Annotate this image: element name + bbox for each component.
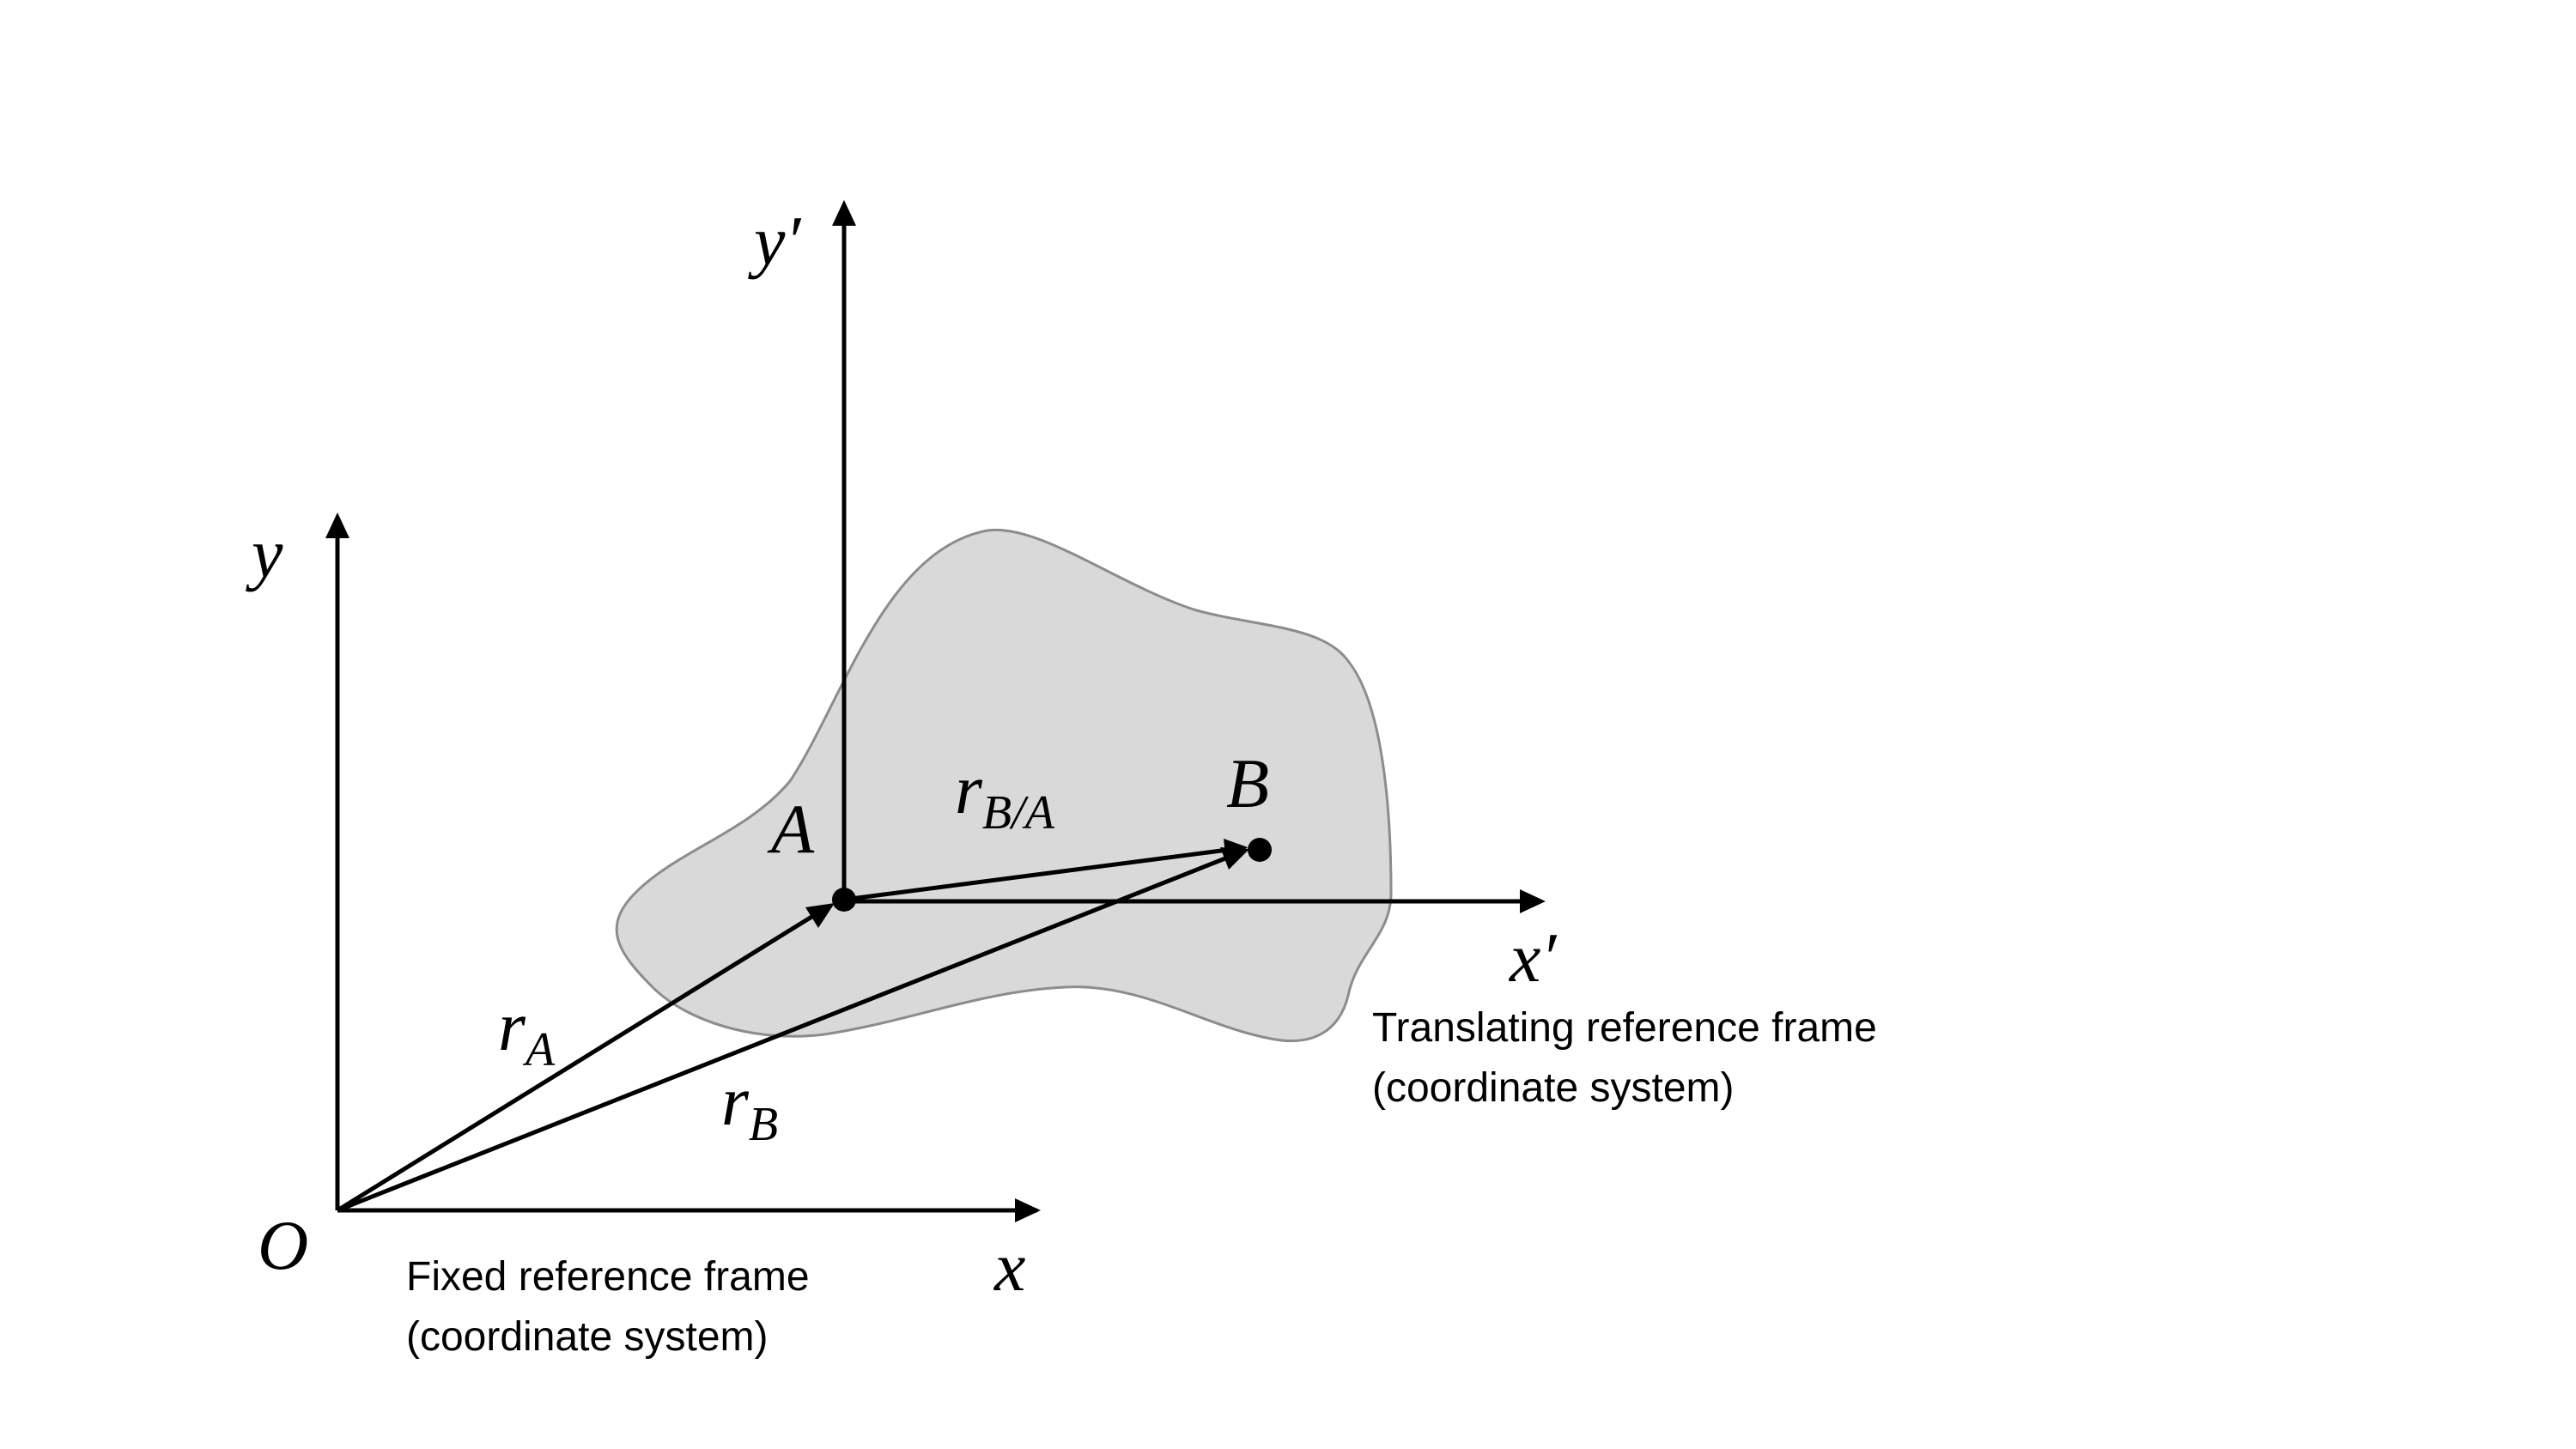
fixed-frame-caption-line1: Fixed reference frame <box>406 1254 810 1300</box>
r-a-main: r <box>498 987 526 1065</box>
translating-frame-caption-line2: (coordinate system) <box>1372 1065 1734 1111</box>
fixed-x-label: x <box>993 1228 1025 1306</box>
fixed-x-axis-arrowhead <box>1015 1198 1041 1222</box>
r-b-a-subscript: B/A <box>982 786 1055 840</box>
fixed-frame-caption-line2: (coordinate system) <box>406 1314 768 1360</box>
point-a-label: A <box>767 790 815 868</box>
r-b-a-main: r <box>955 750 983 828</box>
moving-y-label: y′ <box>748 202 801 280</box>
vector-r-b <box>337 852 1235 1213</box>
moving-x-label: x′ <box>1509 919 1557 997</box>
translating-frame-caption-line1: Translating reference frame <box>1372 1005 1877 1051</box>
vector-r-b-a <box>843 847 1229 902</box>
origin-label: O <box>258 1206 308 1284</box>
moving-x-axis-arrowhead <box>1520 889 1546 913</box>
r-b-subscript: B <box>749 1098 778 1151</box>
r-b-label: rB <box>721 1062 778 1151</box>
r-a-subscript: A <box>522 1023 556 1076</box>
fixed-y-label: y <box>246 514 283 592</box>
r-b-a-label: rB/A <box>955 750 1055 840</box>
r-b-main: r <box>721 1062 750 1140</box>
point-b-label: B <box>1226 744 1269 822</box>
fixed-y-axis-arrowhead <box>325 512 349 538</box>
moving-y-axis-arrowhead <box>832 200 856 226</box>
vector-r-a <box>336 909 822 1213</box>
vector-r-b-a-arrowhead <box>1224 839 1248 863</box>
point-a-dot <box>832 888 856 912</box>
vector-r-a-arrowhead <box>805 903 835 928</box>
point-b-dot <box>1248 838 1272 862</box>
r-a-label: rA <box>498 987 556 1076</box>
